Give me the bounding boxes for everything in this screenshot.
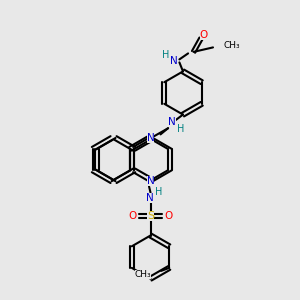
Text: O: O [200, 30, 208, 40]
Text: N: N [170, 56, 178, 66]
Text: O: O [128, 211, 136, 221]
Text: CH₃: CH₃ [224, 40, 240, 50]
Text: H: H [155, 187, 163, 197]
Text: S: S [147, 211, 154, 221]
Text: CH₃: CH₃ [135, 270, 151, 279]
Text: N: N [146, 193, 154, 203]
Text: H: H [177, 124, 184, 134]
Text: N: N [147, 133, 154, 143]
Text: N: N [147, 176, 154, 186]
Text: O: O [164, 211, 172, 221]
Text: N: N [168, 117, 176, 127]
Text: H: H [162, 50, 169, 61]
